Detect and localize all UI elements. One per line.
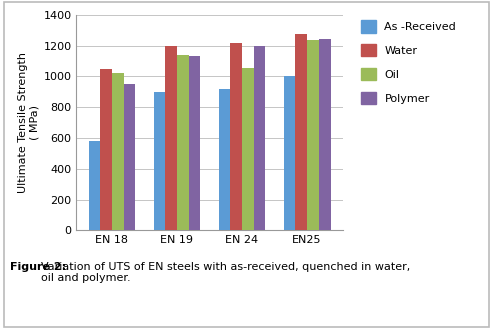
Bar	[254, 46, 265, 230]
Bar	[319, 39, 330, 230]
Bar	[112, 73, 124, 230]
Bar	[283, 76, 295, 230]
Bar	[89, 141, 100, 230]
Bar	[230, 42, 242, 230]
Y-axis label: Ultimate Tensile Strength
( MPa): Ultimate Tensile Strength ( MPa)	[18, 52, 39, 193]
Bar	[307, 40, 319, 230]
Bar	[165, 46, 177, 230]
Bar	[124, 84, 136, 230]
Bar	[100, 69, 112, 230]
Text: Variation of UTS of EN steels with as-received, quenched in water,
oil and polym: Variation of UTS of EN steels with as-re…	[41, 262, 410, 283]
Bar	[242, 68, 254, 230]
Bar	[177, 55, 189, 230]
Text: Figure 2:: Figure 2:	[10, 262, 70, 271]
Legend: As -Received, Water, Oil, Polymer: As -Received, Water, Oil, Polymer	[359, 18, 458, 106]
Bar	[154, 92, 165, 230]
Bar	[189, 56, 201, 230]
Bar	[218, 89, 230, 230]
Bar	[295, 34, 307, 230]
